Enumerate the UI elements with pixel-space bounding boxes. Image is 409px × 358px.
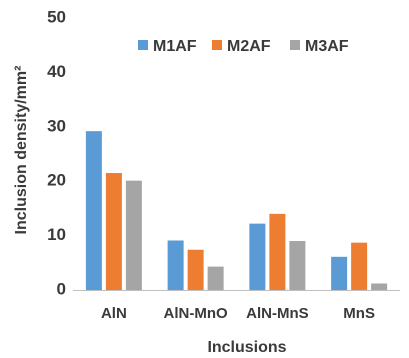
legend-label-m3af: M3AF [305,38,349,55]
bar-m1af-mns [331,256,348,290]
y-tick-label: 10 [47,225,66,244]
legend-swatch-m1af [138,40,148,50]
bar-m1af-aln [85,131,102,290]
y-axis-title: Inclusion density/mm² [13,66,30,235]
category-label: MnS [343,305,375,322]
legend-label-m2af: M2AF [227,38,271,55]
category-labels: AlN AlN-MnO AlN-MnS MnS [101,305,375,322]
bar-m2af-aln-mns [269,213,286,290]
y-tick-label: 20 [47,171,66,190]
bar-m1af-aln-mno [167,240,184,290]
bars [85,131,388,290]
y-tick-label: 50 [47,7,66,26]
bar-m2af-aln [105,173,122,290]
legend-label-m1af: M1AF [153,38,197,55]
y-tick-label: 0 [57,279,66,298]
y-tick-label: 30 [47,116,66,135]
category-label: AlN [101,305,127,322]
bar-m3af-aln-mno [207,266,224,290]
y-tick-label: 40 [47,62,66,81]
bar-m2af-aln-mno [187,249,204,290]
category-label: AlN-MnS [246,305,309,322]
x-axis-title: Inclusions [207,339,286,356]
bar-m3af-mns [371,283,388,290]
bar-m1af-aln-mns [249,223,266,290]
legend-swatch-m3af [290,40,300,50]
legend-swatch-m2af [212,40,222,50]
category-label: AlN-MnO [164,305,228,322]
legend: M1AF M2AF M3AF [138,38,349,55]
bar-m2af-mns [351,242,368,290]
bar-m3af-aln [125,180,142,290]
y-axis-title-group: Inclusion density/mm² [13,66,30,235]
y-tick-labels: 0 10 20 30 40 50 [47,7,66,298]
bar-m3af-aln-mns [289,241,306,290]
